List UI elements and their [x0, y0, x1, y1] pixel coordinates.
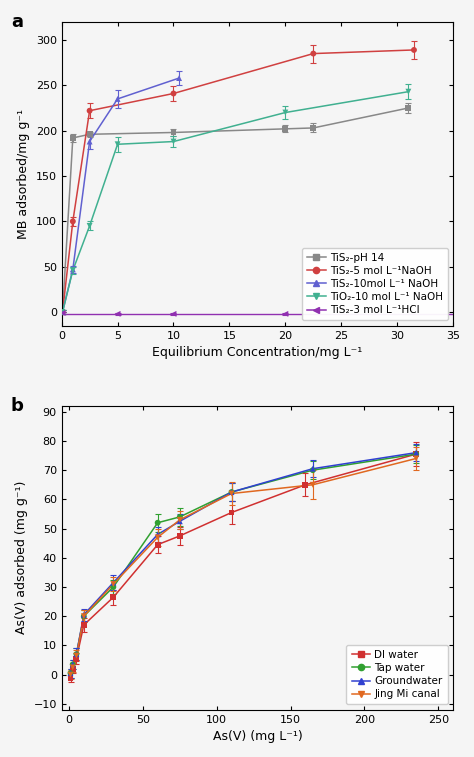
- Point: [69, 132, 77, 144]
- Y-axis label: As(V) adsorbed (mg g⁻¹): As(V) adsorbed (mg g⁻¹): [15, 481, 28, 634]
- Point: [69, 662, 76, 674]
- Text: a: a: [11, 13, 23, 31]
- Point: [176, 530, 183, 542]
- Point: [59, 306, 66, 318]
- Point: [309, 478, 317, 491]
- Point: [301, 478, 309, 491]
- Point: [80, 619, 88, 631]
- Point: [170, 87, 177, 99]
- Point: [86, 136, 93, 148]
- Point: [73, 648, 80, 660]
- X-axis label: As(V) (mg L⁻¹): As(V) (mg L⁻¹): [212, 730, 302, 743]
- Point: [69, 264, 77, 276]
- Point: [170, 126, 177, 139]
- X-axis label: Equilibrium Concentration/mg L⁻¹: Equilibrium Concentration/mg L⁻¹: [152, 346, 363, 359]
- Point: [282, 308, 289, 320]
- Point: [67, 671, 74, 684]
- Point: [73, 653, 80, 665]
- Point: [86, 104, 93, 117]
- Point: [109, 578, 117, 590]
- Point: [59, 306, 66, 318]
- Point: [109, 591, 117, 603]
- Point: [67, 667, 74, 679]
- Point: [176, 514, 183, 526]
- Point: [154, 538, 162, 550]
- Point: [309, 464, 317, 476]
- Point: [114, 308, 121, 320]
- Point: [405, 86, 412, 98]
- Point: [170, 136, 177, 148]
- Point: [73, 648, 80, 660]
- Point: [175, 72, 183, 84]
- Point: [69, 215, 77, 227]
- Point: [309, 463, 317, 475]
- Point: [114, 93, 121, 105]
- Point: [67, 668, 74, 681]
- Point: [109, 581, 117, 593]
- Point: [310, 48, 317, 60]
- Point: [154, 531, 162, 544]
- Point: [59, 306, 66, 318]
- Point: [86, 128, 93, 140]
- Point: [228, 486, 235, 498]
- Point: [154, 517, 162, 529]
- Text: b: b: [11, 397, 24, 415]
- Point: [282, 123, 289, 135]
- Point: [310, 122, 317, 134]
- Point: [67, 667, 74, 679]
- Point: [114, 139, 121, 151]
- Point: [154, 528, 162, 540]
- Point: [80, 610, 88, 622]
- Point: [69, 659, 76, 671]
- Point: [86, 220, 93, 232]
- Point: [69, 662, 76, 674]
- Point: [412, 448, 420, 460]
- Point: [412, 448, 420, 460]
- Point: [228, 488, 235, 500]
- Point: [412, 453, 420, 465]
- Legend: DI water, Tap water, Groundwater, Jing Mi canal: DI water, Tap water, Groundwater, Jing M…: [346, 645, 448, 705]
- Point: [412, 447, 420, 459]
- Point: [228, 486, 235, 498]
- Point: [405, 102, 412, 114]
- Point: [59, 307, 66, 319]
- Point: [80, 609, 88, 621]
- Y-axis label: MB adsorbed/mg g⁻¹: MB adsorbed/mg g⁻¹: [17, 109, 30, 238]
- Point: [170, 308, 177, 320]
- Point: [80, 610, 88, 622]
- Point: [282, 107, 289, 119]
- Point: [176, 516, 183, 528]
- Point: [69, 659, 76, 671]
- Point: [109, 577, 117, 589]
- Point: [69, 263, 77, 276]
- Point: [176, 511, 183, 523]
- Point: [410, 44, 418, 56]
- Point: [59, 306, 66, 318]
- Legend: TiS₂-pH 14, TiS₂-5 mol L⁻¹NaOH, TiS₂-10mol L⁻¹ NaOH, TiO₂-10 mol L⁻¹ NaOH, TiS₂-: TiS₂-pH 14, TiS₂-5 mol L⁻¹NaOH, TiS₂-10m…: [301, 248, 448, 320]
- Point: [73, 650, 80, 662]
- Point: [228, 506, 235, 519]
